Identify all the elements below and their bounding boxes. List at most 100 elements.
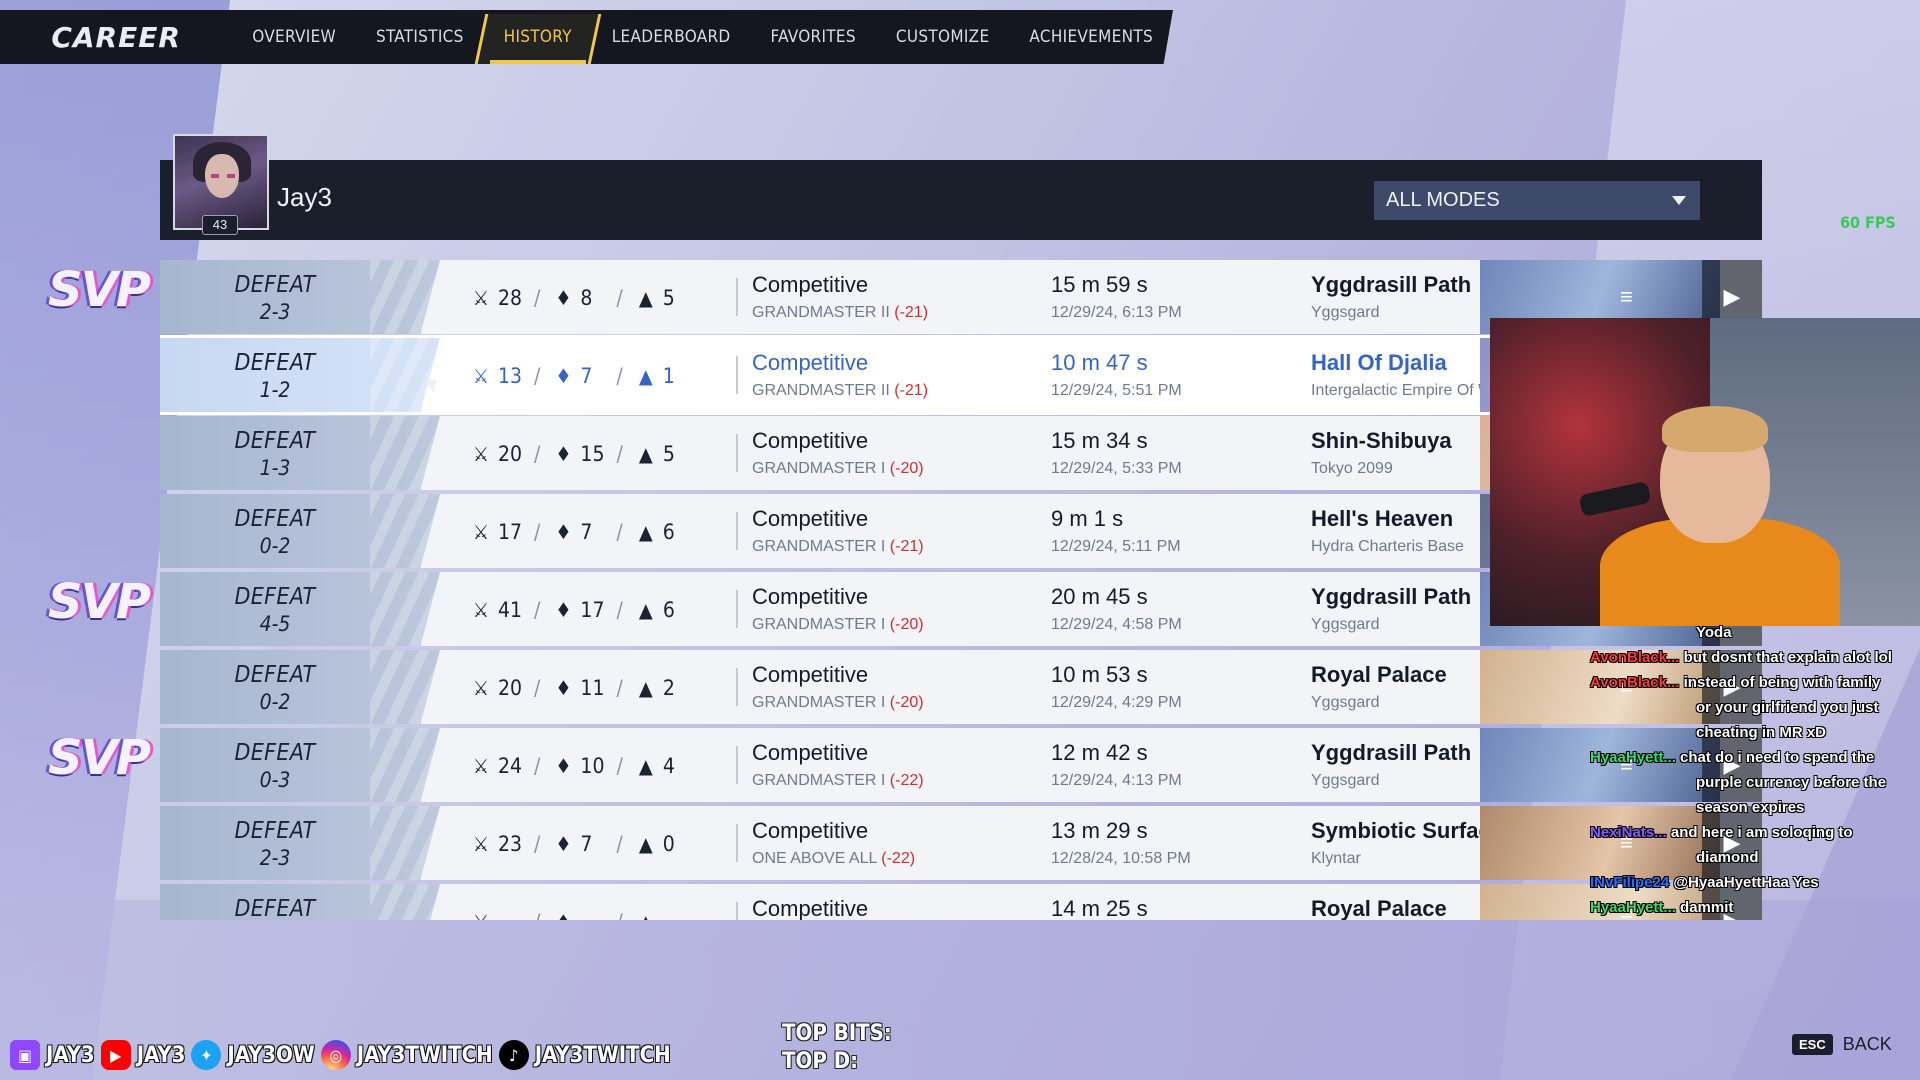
divider — [736, 278, 738, 316]
match-row[interactable]: DEFEAT 2-3 ⚔ 28 / ♦ 8 / ▲ 5 Competitive GRA… — [160, 260, 1762, 334]
twitter-icon: ✦ — [191, 1040, 222, 1070]
chat-message: Yoda — [1696, 624, 1732, 641]
match-mode: Competitive — [752, 350, 869, 375]
deaths-icon: ♦ — [552, 910, 574, 920]
tab-overview[interactable]: OVERVIEW — [252, 27, 336, 47]
match-row[interactable]: DEFEAT 0-3 ⚔ 24 / ♦ 10 / ▲ 4 Competitive GR… — [160, 728, 1762, 802]
play-icon: ▶ — [1723, 830, 1741, 855]
map-art — [1480, 650, 1720, 724]
kills-value: 17 — [498, 520, 523, 544]
assists-value: 6 — [662, 520, 675, 544]
match-row[interactable]: DEFEAT 0-2 ⚔ 20 / ♦ 11 / ▲ 2 Competitive GR… — [160, 650, 1762, 724]
chat-message: diamond — [1696, 849, 1759, 866]
map-thumbnail: ≡ ▶ — [1480, 806, 1762, 880]
map-name: Symbiotic Surface — [1311, 818, 1503, 843]
map-region: Yggsgard — [1311, 304, 1380, 321]
tab-statistics[interactable]: STATISTICS — [375, 27, 464, 47]
svp-badge: SVP — [48, 262, 151, 318]
deaths-value: 11 — [580, 676, 605, 700]
match-row[interactable]: DEFEAT ⚔ / ♦ / ▲ Competitive 14 m 25 s R… — [160, 884, 1762, 920]
map-name: Yggdrasill Path — [1311, 740, 1472, 765]
kills-icon: ⚔ — [472, 598, 490, 622]
deaths-icon: ♦ — [555, 286, 572, 310]
kills-value: 13 — [498, 364, 523, 388]
social-handle: JAY3 — [46, 1042, 95, 1068]
chat-text: or your girlfriend you just — [1696, 699, 1879, 716]
separator: / — [534, 286, 541, 310]
result-panel: DEFEAT 1-3 — [160, 416, 440, 490]
menu-icon[interactable]: ≡ — [1620, 908, 1633, 920]
map-region: Hydra Charteris Base — [1311, 538, 1464, 555]
chat-text: purple currency before the — [1696, 774, 1887, 791]
kills-icon: ⚔ — [472, 286, 490, 310]
kills-icon: ⚔ — [472, 364, 490, 388]
match-result: DEFEAT — [234, 740, 316, 766]
replay-button[interactable]: ▶ — [1702, 650, 1762, 724]
separator: / — [534, 910, 540, 920]
deaths-icon: ♦ — [555, 520, 572, 544]
kills-value: 20 — [498, 676, 523, 700]
separator: / — [616, 598, 623, 622]
match-result: DEFEAT — [234, 584, 316, 610]
assists-icon: ▲ — [638, 676, 653, 700]
match-row[interactable]: DEFEAT 2-3 ⚔ 23 / ♦ 7 / ▲ 0 Competitive ONE… — [160, 806, 1762, 880]
stream-chat: Yoda AvonBlack... but dosnt that explain … — [1550, 620, 1920, 920]
tiktok-icon: ♪ — [498, 1040, 529, 1070]
rank-delta: (-20) — [889, 694, 924, 711]
tab-favorites[interactable]: FAVORITES — [770, 27, 856, 47]
player-name: Jay3 — [277, 182, 332, 212]
replay-button[interactable]: ▶ — [1702, 806, 1762, 880]
match-score: 4-5 — [259, 612, 291, 636]
divider — [736, 824, 738, 862]
tab-customize[interactable]: CUSTOMIZE — [895, 27, 990, 47]
assists-icon: ▲ — [638, 286, 653, 310]
match-score: 0-2 — [259, 690, 291, 714]
rank-delta: (-21) — [894, 304, 929, 321]
kda-stats: ⚔ 23 / ♦ 7 / ▲ 0 — [470, 830, 687, 858]
map-thumbnail: ≡ ▶ — [1480, 728, 1762, 802]
chat-message: cheating in MR xD — [1696, 724, 1826, 741]
play-icon: ▶ — [1723, 674, 1741, 699]
deaths-icon: ♦ — [555, 442, 572, 466]
kills-icon: ⚔ — [470, 910, 492, 920]
mode-filter-dropdown[interactable]: ALL MODES — [1374, 181, 1700, 220]
kills-value: 41 — [498, 598, 523, 622]
social-handles: ▣ JAY3 ▶ JAY3 ✦ JAY3OW ◎ JAY3TWITCH ♪ JAY3TWI… — [10, 1036, 671, 1074]
map-name: Hell's Heaven — [1311, 506, 1454, 531]
separator: / — [534, 754, 541, 778]
back-button[interactable]: ESC BACK — [1792, 1034, 1892, 1055]
deaths-value: 7 — [580, 832, 593, 856]
avatar[interactable] — [173, 134, 269, 230]
menu-icon[interactable]: ≡ — [1620, 284, 1633, 309]
result-panel: DEFEAT 1-2 — [160, 338, 440, 412]
rank-delta: (-22) — [881, 850, 916, 867]
separator: / — [616, 910, 622, 920]
match-mode: Competitive — [752, 740, 869, 765]
tab-achievements[interactable]: ACHIEVEMENTS — [1029, 27, 1153, 47]
divider — [736, 902, 738, 920]
map-region: Intergalactic Empire Of Wa — [1311, 382, 1502, 399]
match-date: 12/29/24, 6:13 PM — [1051, 304, 1182, 321]
assists-icon: ▲ — [638, 442, 653, 466]
tab-leaderboard[interactable]: LEADERBOARD — [611, 27, 731, 47]
rank-delta: (-20) — [889, 616, 924, 633]
deaths-icon: ♦ — [555, 364, 572, 388]
chat-text: dammit — [1680, 899, 1734, 916]
assists-value: 5 — [662, 286, 675, 310]
career-nav: CAREER OVERVIEW STATISTICS HISTORY LEADE… — [0, 10, 1173, 64]
menu-icon[interactable]: ≡ — [1620, 830, 1633, 855]
result-panel: DEFEAT 4-5 — [160, 572, 440, 646]
kda-stats: ⚔ 13 / ♦ 7 / ▲ 1 — [470, 362, 687, 390]
menu-icon[interactable]: ≡ — [1620, 674, 1633, 699]
divider — [736, 746, 738, 784]
replay-button[interactable]: ▶ — [1702, 884, 1762, 920]
instagram-icon: ◎ — [320, 1040, 351, 1070]
separator: / — [534, 364, 541, 388]
rank-delta: (-22) — [889, 772, 924, 789]
tab-history[interactable]: HISTORY — [484, 10, 592, 64]
replay-button[interactable]: ▶ — [1702, 728, 1762, 802]
map-name: Hall Of Djalia — [1311, 350, 1447, 375]
menu-icon[interactable]: ≡ — [1620, 752, 1633, 777]
deaths-value: 8 — [580, 286, 593, 310]
deaths-value: 7 — [580, 364, 593, 388]
